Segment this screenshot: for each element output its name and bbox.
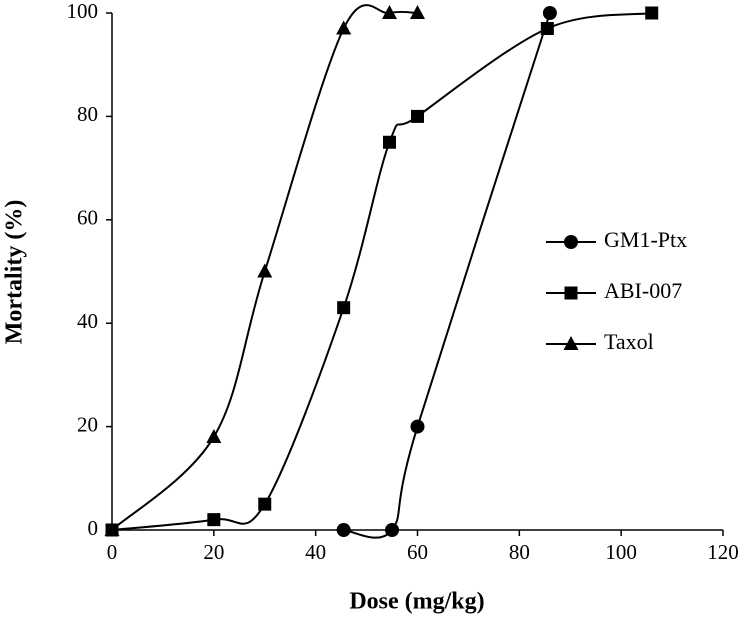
y-tick-label: 0	[88, 516, 99, 540]
y-tick-label: 100	[67, 0, 99, 23]
data-point	[104, 522, 120, 536]
data-point	[206, 428, 222, 443]
x-tick-label: 40	[305, 540, 326, 564]
series-line	[343, 12, 551, 539]
data-point	[385, 523, 400, 537]
x-tick-label: 60	[407, 540, 428, 564]
x-tick-label: 120	[707, 540, 739, 564]
y-tick-label: 80	[77, 102, 98, 126]
legend-marker	[563, 336, 579, 350]
legend-label: ABI-007	[604, 278, 682, 303]
data-point	[410, 419, 425, 434]
data-point	[207, 513, 221, 527]
legend-marker	[564, 286, 578, 300]
y-axis-title: Mortality (%)	[2, 200, 28, 345]
data-point	[382, 135, 396, 149]
x-tick-label: 100	[605, 540, 637, 564]
data-point	[542, 6, 557, 20]
data-point	[410, 5, 425, 19]
series-line	[111, 12, 652, 531]
x-tick-label: 0	[107, 540, 118, 564]
legend-label: Taxol	[604, 329, 654, 354]
x-tick-label: 20	[203, 540, 224, 564]
data-point	[337, 301, 351, 315]
x-tick-label: 80	[509, 540, 530, 564]
y-tick-label: 60	[77, 206, 98, 230]
data-point	[258, 497, 272, 511]
legend-marker	[564, 235, 578, 249]
data-point	[336, 523, 351, 537]
data-point	[381, 5, 397, 19]
data-point	[257, 263, 273, 278]
data-point	[540, 22, 554, 36]
y-tick-label: 20	[77, 412, 98, 436]
data-point	[411, 109, 424, 123]
legend-label: GM1-Ptx	[604, 227, 687, 252]
x-axis-title: Dose (mg/kg)	[349, 589, 484, 615]
data-point	[336, 20, 352, 35]
y-tick-label: 40	[77, 309, 98, 333]
data-point	[645, 6, 659, 20]
